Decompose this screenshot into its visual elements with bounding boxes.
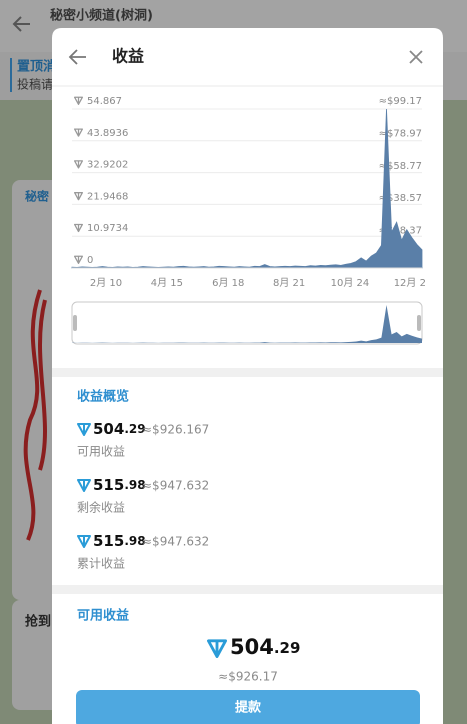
amount-int: 515 — [93, 476, 124, 494]
sender-name: 秘密 — [25, 189, 49, 204]
available-usd: ≈$926.17 — [218, 670, 278, 684]
section-gap — [52, 368, 443, 377]
navigator-handle — [73, 315, 77, 331]
x-tick-label: 10月 24 — [331, 277, 370, 289]
y-tick-label: 10.9734 — [87, 223, 128, 234]
y2-tick-label: ≈$38.57 — [379, 193, 422, 204]
modal-title: 收益 — [112, 47, 144, 66]
chart: ≈$0.00≈$18.37≈$38.57≈$58.77≈$78.97≈$99.1… — [71, 96, 426, 345]
amount-int: 504 — [93, 420, 124, 438]
available-title: 可用收益 — [77, 608, 129, 624]
back-icon[interactable] — [12, 16, 30, 32]
amount-int: 515 — [93, 532, 124, 550]
channel-title: 秘密小频道(树洞) — [50, 8, 153, 24]
amount-frac: .29 — [274, 639, 301, 657]
y2-tick-label: ≈$78.97 — [379, 128, 422, 139]
close-icon[interactable] — [409, 50, 423, 64]
y-tick-label: 32.9202 — [87, 160, 128, 171]
amount-int: 504 — [230, 635, 274, 659]
row-label: 可用收益 — [77, 445, 125, 459]
withdraw-label: 提款 — [235, 700, 262, 716]
pinned-text: 投稿请 — [17, 77, 53, 92]
navigator-frame — [71, 301, 423, 345]
x-tick-label: 12月 2 — [394, 277, 426, 289]
withdraw-button[interactable] — [76, 690, 420, 724]
pinned-label: 置顶消 — [17, 59, 56, 75]
amount-frac: .98 — [124, 478, 145, 492]
overview-rows: 504.29≈$926.167可用收益515.98≈$947.632剩余收益51… — [77, 420, 209, 571]
x-tick-label: 8月 21 — [273, 277, 305, 289]
y2-tick-label: ≈$18.37 — [379, 226, 422, 237]
scribble — [23, 289, 47, 541]
pinned-accent — [10, 58, 12, 92]
overview-title: 收益概览 — [77, 389, 129, 405]
x-tick-label: 6月 18 — [212, 277, 244, 289]
modal-back[interactable] — [68, 49, 86, 65]
amount-frac: .98 — [124, 534, 145, 548]
area — [71, 108, 423, 269]
x-tick-label: 4月 15 — [151, 277, 183, 289]
message-text: 抢到 — [25, 614, 51, 630]
row-label: 累计收益 — [77, 557, 125, 571]
navigator-handle — [417, 315, 421, 331]
y-tick-label: 0 — [87, 255, 93, 266]
amount: 515.98 — [93, 476, 146, 494]
x-tick-label: 2月 10 — [90, 277, 122, 289]
usd-amount: ≈$947.632 — [142, 535, 209, 549]
y2-tick-label: ≈$99.17 — [379, 96, 422, 107]
amount: 504.29 — [93, 420, 146, 438]
navigator-area — [72, 305, 422, 343]
y2-tick-label: ≈$58.77 — [379, 161, 422, 172]
section-gap — [52, 585, 443, 594]
usd-amount: ≈$947.632 — [142, 479, 209, 493]
amount-frac: .29 — [124, 422, 145, 436]
y-tick-label: 43.8936 — [87, 128, 128, 139]
amount: 515.98 — [93, 532, 146, 550]
available-amount: 504.29 — [230, 635, 300, 659]
usd-amount: ≈$926.167 — [142, 423, 209, 437]
y-tick-label: 21.9468 — [87, 191, 128, 202]
row-label: 剩余收益 — [77, 500, 125, 515]
y-tick-label: 54.867 — [87, 96, 122, 107]
